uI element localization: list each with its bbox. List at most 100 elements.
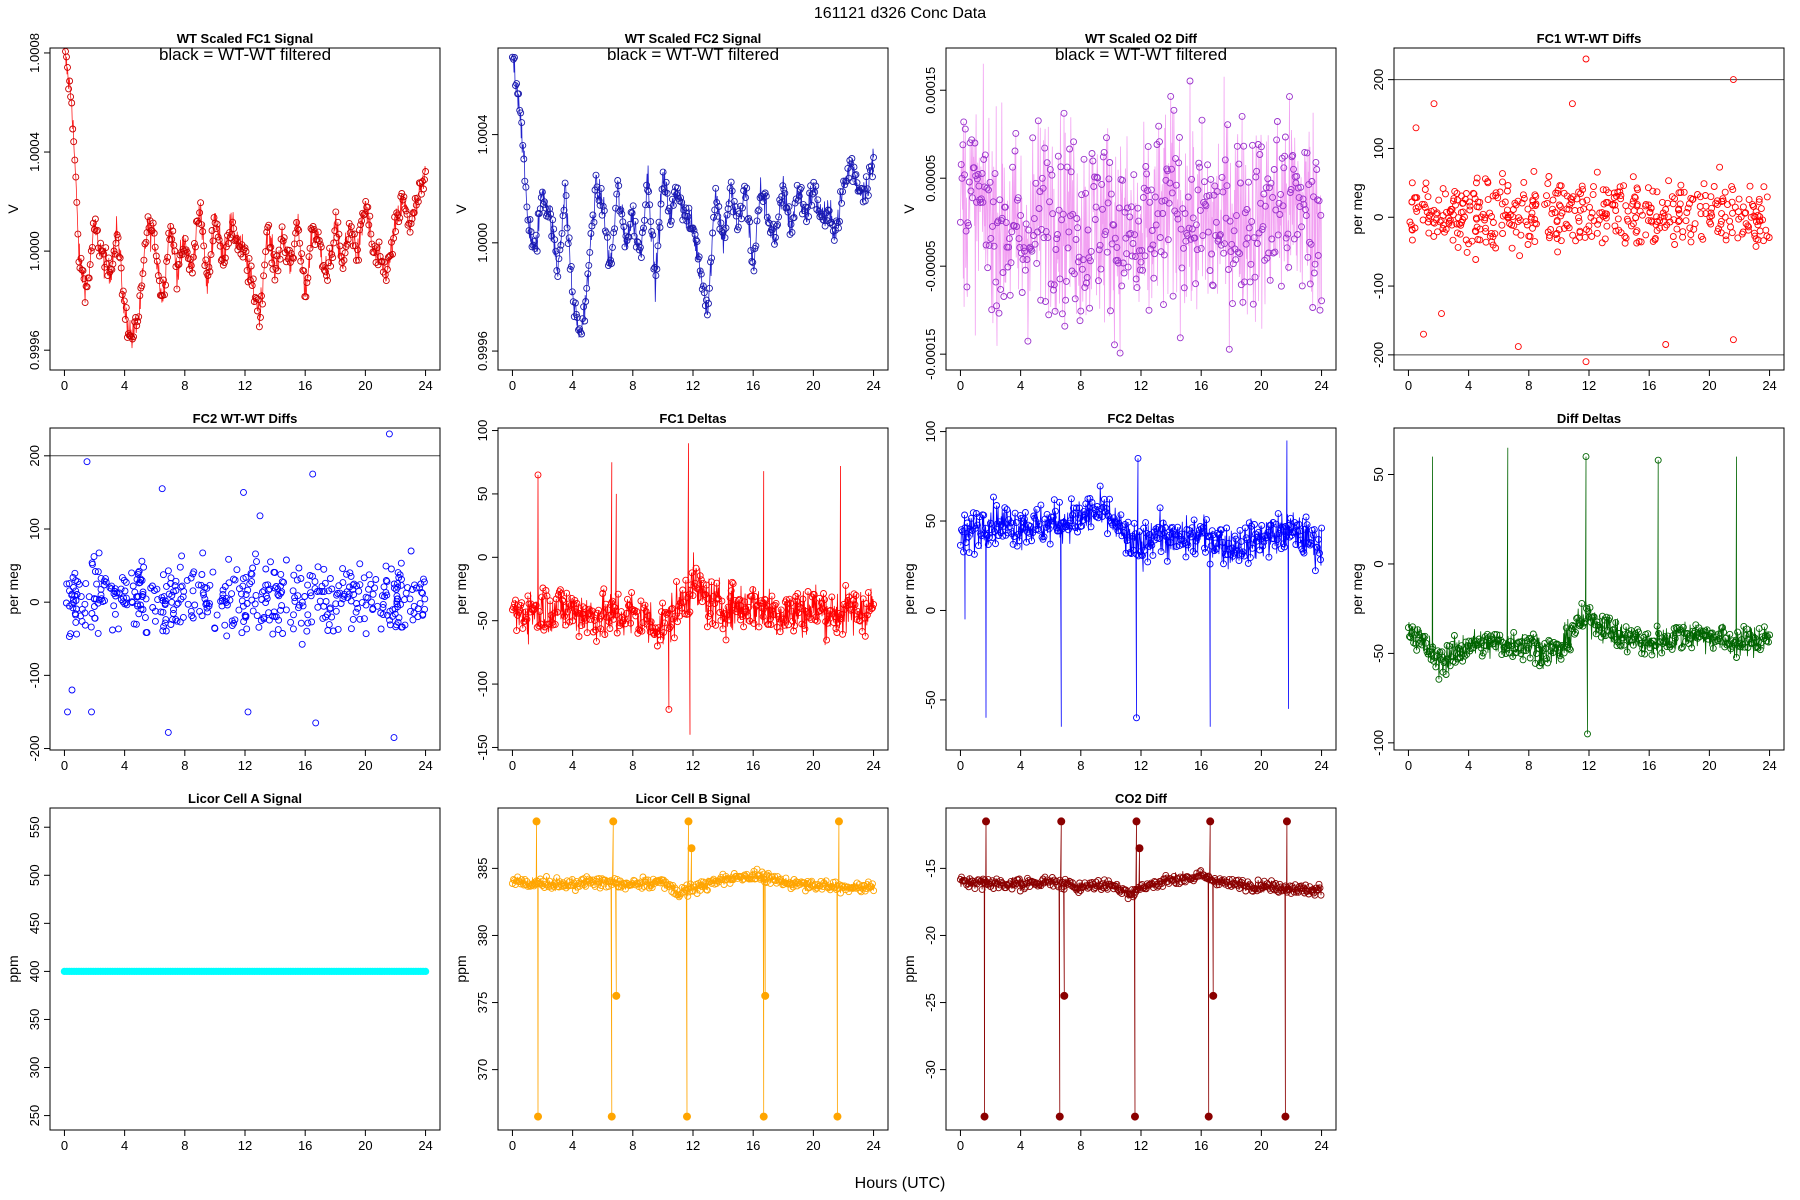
data-point: [1706, 213, 1714, 221]
data-point: [1298, 282, 1306, 290]
data-point: [1062, 277, 1070, 285]
y-axis-label: per meg: [453, 563, 469, 614]
data-point: [701, 591, 709, 598]
data-point: [826, 219, 834, 227]
data-point: [1413, 646, 1421, 654]
data-point: [703, 311, 711, 319]
data-point: [698, 285, 706, 293]
data-point: [1199, 232, 1207, 240]
data-point: [1070, 138, 1078, 146]
data-point: [1015, 875, 1023, 883]
data-point: [280, 234, 288, 242]
data-point: [1143, 529, 1151, 537]
data-point: [1621, 631, 1629, 639]
y-axis-label: per meg: [901, 563, 917, 614]
data-point: [1423, 208, 1431, 216]
data-point: [1114, 256, 1122, 264]
data-point: [863, 185, 871, 193]
data-point: [1050, 286, 1057, 294]
data-point: [1255, 528, 1263, 536]
data-point: [1046, 540, 1054, 548]
data-point: [1653, 227, 1661, 235]
data-point: [1286, 533, 1294, 541]
data-point: [209, 568, 217, 576]
data-point: [1167, 92, 1175, 100]
data-point: [219, 586, 227, 594]
data-point: [810, 178, 818, 186]
data-point: [1450, 632, 1458, 639]
data-point: [207, 251, 215, 259]
data-point: [780, 621, 788, 629]
data-point: [324, 627, 332, 634]
data-point: [748, 258, 756, 265]
data-point: [420, 578, 428, 586]
data-point: [1063, 163, 1071, 171]
data-point: [354, 604, 362, 612]
data-point: [1201, 200, 1209, 208]
data-point: [1193, 534, 1201, 542]
data-point: [956, 541, 964, 549]
data-point: [1105, 175, 1113, 183]
data-point: [1316, 549, 1323, 557]
data-point: [967, 187, 975, 195]
data-point: [723, 211, 731, 219]
data-point: [548, 884, 556, 892]
data-point: [746, 218, 754, 226]
data-point: [706, 600, 713, 608]
data-point: [1506, 211, 1514, 219]
data-point: [339, 579, 347, 587]
data-point: [377, 609, 385, 617]
data-point: [153, 585, 161, 593]
data-point: [667, 217, 675, 225]
data-point: [161, 291, 168, 299]
data-point: [1072, 236, 1080, 243]
data-point: [698, 598, 706, 606]
data-point: [717, 219, 725, 227]
data-point: [515, 90, 523, 98]
data-point: [1178, 264, 1186, 272]
data-point: [402, 589, 410, 597]
data-point: [986, 178, 994, 186]
data-point: [604, 606, 612, 614]
data-point: [1169, 523, 1176, 531]
data-point: [1530, 167, 1538, 175]
data-point: [1642, 200, 1650, 208]
data-point: [1311, 260, 1319, 268]
data-point: [1504, 182, 1512, 189]
data-point: [757, 597, 765, 605]
data-point: [1477, 213, 1485, 221]
data-point: [217, 597, 225, 605]
data-point: [1465, 637, 1473, 645]
data-point: [1697, 210, 1705, 218]
data-point: [170, 606, 177, 614]
data-point: [1250, 234, 1258, 242]
data-point: [661, 619, 669, 627]
plot-area: [956, 817, 1325, 1121]
data-point: [1242, 240, 1250, 248]
data-point: [561, 179, 569, 187]
data-point: [989, 222, 996, 230]
data-point: [274, 591, 282, 598]
data-point: [122, 594, 130, 602]
x-tick-label: 12: [686, 758, 700, 773]
data-point: [762, 192, 770, 200]
data-point: [1193, 246, 1201, 254]
data-point: [90, 553, 98, 561]
data-point: [257, 313, 264, 321]
data-point: [1717, 217, 1725, 225]
data-point: [1752, 208, 1760, 216]
data-point: [812, 182, 820, 190]
data-point: [317, 243, 325, 251]
data-point: [673, 578, 680, 586]
data-point: [1727, 223, 1734, 231]
data-point: [1015, 537, 1023, 545]
series-line: [64, 48, 426, 349]
data-point: [1733, 654, 1740, 661]
data-point: [598, 875, 606, 883]
data-point: [1080, 155, 1088, 163]
data-point: [654, 242, 662, 250]
data-point: [72, 173, 80, 181]
data-point: [851, 601, 859, 609]
data-point: [1302, 212, 1310, 219]
data-point: [739, 204, 746, 212]
